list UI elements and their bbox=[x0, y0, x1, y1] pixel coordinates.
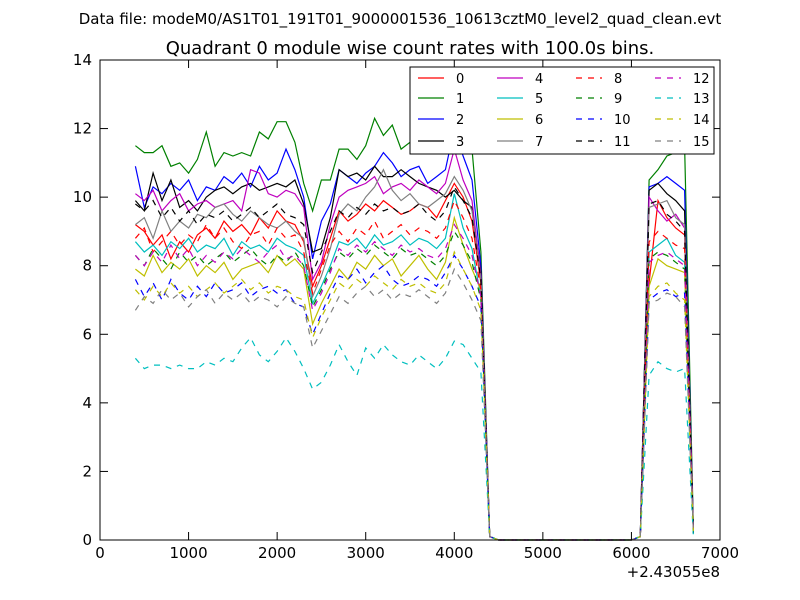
series-line-0 bbox=[135, 182, 694, 541]
y-tick-label: 10 bbox=[73, 188, 92, 206]
legend-label-0: 0 bbox=[456, 72, 464, 87]
series-line-3 bbox=[134, 165, 694, 541]
y-tick-label: 8 bbox=[82, 257, 92, 275]
x-tick-label: 0 bbox=[95, 544, 105, 562]
y-tick-label: 12 bbox=[73, 120, 92, 138]
y-tick-label: 14 bbox=[73, 51, 92, 69]
y-tick-label: 2 bbox=[82, 462, 92, 480]
x-tick-label: 3000 bbox=[347, 544, 385, 562]
series-line-9 bbox=[134, 230, 694, 541]
legend-frame bbox=[409, 66, 715, 155]
legend-label-13: 13 bbox=[693, 92, 710, 107]
series-line-11 bbox=[135, 185, 694, 541]
legend-label-2: 2 bbox=[456, 113, 464, 128]
legend-label-12: 12 bbox=[693, 72, 710, 87]
series-line-7 bbox=[135, 168, 694, 541]
series-line-2 bbox=[134, 126, 694, 541]
legend-label-10: 10 bbox=[614, 113, 631, 128]
series-line-14 bbox=[134, 250, 694, 541]
series-line-15 bbox=[134, 267, 694, 541]
legend-label-4: 4 bbox=[535, 72, 543, 87]
chart-title: Quadrant 0 module wise count rates with … bbox=[166, 38, 655, 59]
x-tick-label: 2000 bbox=[258, 544, 296, 562]
legend-label-8: 8 bbox=[614, 72, 622, 87]
series-line-12 bbox=[134, 223, 694, 541]
legend-label-11: 11 bbox=[614, 135, 631, 150]
series-line-1 bbox=[135, 103, 694, 541]
legend-label-6: 6 bbox=[535, 113, 543, 128]
legend-label-14: 14 bbox=[693, 113, 710, 128]
x-offset-label: +2.43055e8 bbox=[627, 563, 720, 581]
series-line-6 bbox=[135, 215, 694, 541]
x-tick-label: 5000 bbox=[524, 544, 562, 562]
series-line-13 bbox=[134, 336, 694, 541]
legend-label-15: 15 bbox=[693, 135, 710, 150]
y-tick-label: 0 bbox=[82, 531, 92, 549]
x-tick-label: 1000 bbox=[169, 544, 207, 562]
x-tick-label: 6000 bbox=[612, 544, 650, 562]
legend-label-5: 5 bbox=[535, 92, 543, 107]
series-layer bbox=[134, 103, 694, 541]
y-tick-label: 4 bbox=[82, 394, 92, 412]
legend-label-9: 9 bbox=[614, 92, 622, 107]
legend-label-1: 1 bbox=[456, 92, 464, 107]
y-tick-label: 6 bbox=[82, 325, 92, 343]
legend-label-3: 3 bbox=[456, 135, 464, 150]
legend-label-7: 7 bbox=[535, 135, 543, 150]
x-tick-label: 7000 bbox=[701, 544, 739, 562]
file-title: Data file: modeM0/AS1T01_191T01_90000015… bbox=[79, 10, 722, 29]
series-line-8 bbox=[134, 199, 694, 541]
x-tick-label: 4000 bbox=[435, 544, 473, 562]
series-line-5 bbox=[134, 193, 694, 541]
plot-frame bbox=[99, 59, 721, 541]
